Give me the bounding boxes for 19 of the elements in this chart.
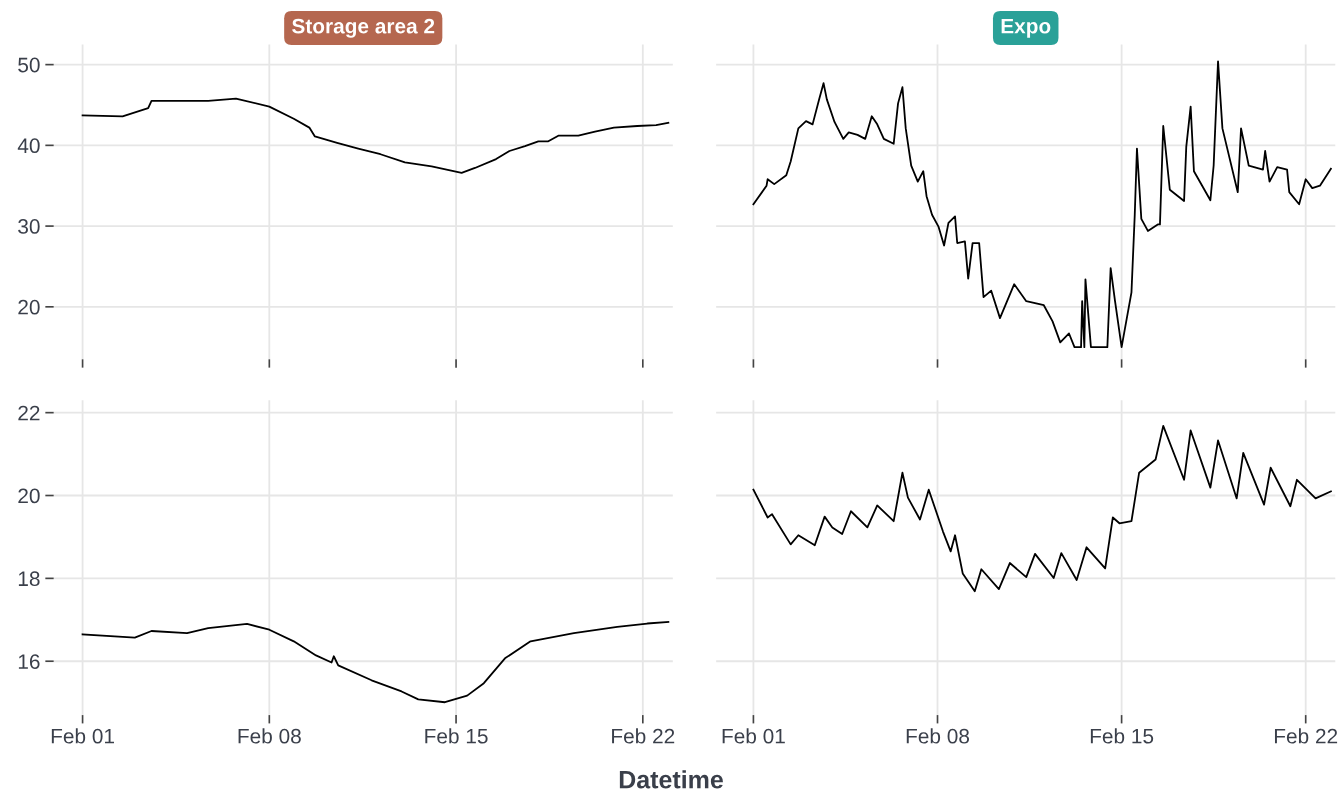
x-tick-label: Feb 22 [612,728,675,744]
y-tick-label: 18 [18,571,40,587]
y-tick-label: 22 [18,405,40,421]
x-tick-label: Feb 15 [425,728,488,744]
y-tick-label: 20 [18,488,40,504]
x-tick-label: Feb 15 [1090,728,1154,744]
y-tick-label: 16 [18,654,40,669]
chart-title: Expo [1001,19,1051,38]
x-tick-label: Feb 08 [238,728,301,744]
x-tick-label: Feb 01 [51,728,114,744]
x-tick-label: Feb 01 [722,728,785,744]
y-tick-label: 40 [17,138,40,154]
chart-title: Storage area 2 [292,18,435,38]
y-tick-label: 20 [18,299,40,315]
x-axis-title: Datetime [619,770,723,789]
y-tick-label: 50 [18,57,40,73]
x-tick-label: Feb 08 [906,728,970,744]
y-tick-label: 30 [18,219,40,234]
x-tick-label: Feb 22 [1274,728,1338,744]
